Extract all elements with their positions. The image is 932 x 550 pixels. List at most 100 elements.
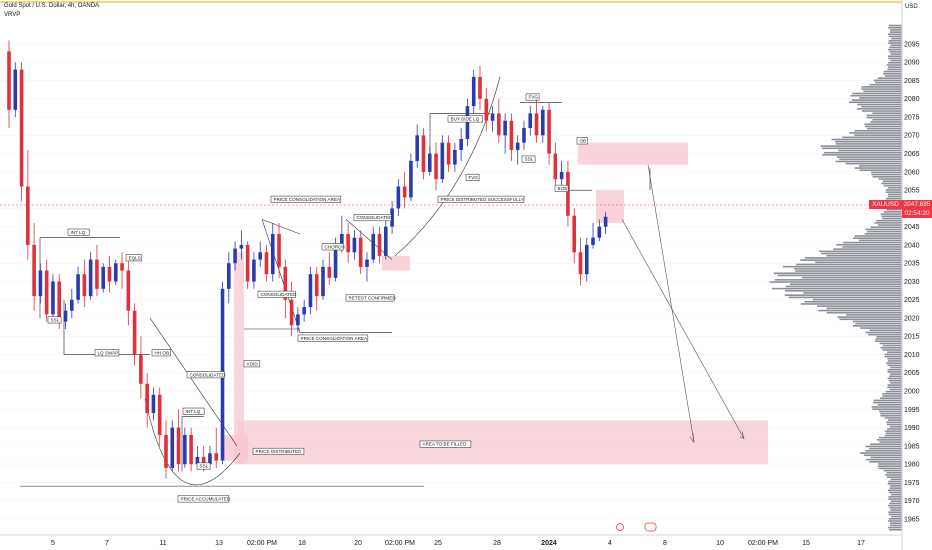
annotation-box [151,349,171,357]
volume-profile-bar [878,463,902,465]
volume-profile-bar [878,467,902,470]
candle-body [195,456,200,465]
candle-body [396,186,401,209]
volume-profile-bar [888,195,902,198]
volume-profile-bar [890,59,902,62]
volume-profile-bar [888,526,902,529]
candle-body [597,226,602,238]
volume-profile-bar [888,498,902,500]
volume-profile-bar [772,287,902,290]
volume-profile-bar [836,243,902,246]
volume-profile-bar [865,228,902,231]
indicator-label[interactable]: VRVP [4,12,21,18]
annotation-box [576,137,588,145]
volume-profile-bar [887,428,902,430]
volume-profile-bar [860,452,902,454]
time-tick-label: 5 [51,540,55,547]
volume-profile-bar [878,436,902,439]
annotation-box [419,440,472,448]
volume-profile-bar [888,520,902,522]
volume-profile-bar [888,66,902,68]
annotations: INT LQ EQLS SSL LQ SWAP HH OB CONSOLIDATED INT… [47,93,588,503]
volume-profile-bar [876,219,902,222]
volume-profile-bar [891,37,902,40]
event-markers[interactable] [616,522,657,532]
volume-profile-bar [800,303,902,305]
volume-profile-bar [868,447,902,450]
annotation-box [243,360,261,368]
earnings-marker-icon[interactable] [644,522,657,532]
volume-profile-bar [857,108,902,110]
volume-profile-bar [888,375,902,378]
price-tick-label: 1980 [904,462,920,469]
price-tick-label: 2010 [904,352,920,359]
candle-body [415,135,419,161]
time-tick-label: 25 [434,540,442,547]
price-tick-label: 2085 [904,78,920,85]
candle-body [584,244,589,275]
candle-body [132,310,137,355]
volume-profile-bar [888,40,902,42]
price-tick-label: 2075 [904,114,920,121]
candle-body [76,274,80,300]
volume-profile-bar [812,298,902,301]
volume-profile-bar [882,395,902,397]
annotation-label: PRICE ACCUMULATED [181,497,231,502]
volume-profile-bar [883,469,902,472]
volume-profile-bar [868,333,902,336]
currency-label[interactable]: USD [905,4,918,10]
time-tick-label: 15 [802,540,810,547]
price-tick-label: 1965 [904,516,920,523]
event-marker-icon[interactable] [616,523,624,531]
annotation-label: HH OB [155,350,170,355]
volume-profile-bar [854,129,902,132]
volume-profile-bar [872,119,902,121]
volume-profile-bar [887,48,902,51]
volume-profile-bar [835,140,902,143]
price-tick-label: 2065 [904,151,920,158]
volume-profile-bar [869,83,902,86]
volume-profile-bar [890,44,902,47]
annotation-label: OB [580,138,587,143]
projection-arrow [621,219,745,439]
volume-profile-bar [785,285,902,288]
volume-profile-bar [889,502,902,505]
volume-profile-bar [887,386,902,389]
volume-profile-bar [800,259,902,261]
time-axis[interactable]: 5 7 11 13 02:00 PM 18 20 02:00 PM 25 28 2024 4 8 10 02… [51,540,865,547]
candle-body [120,263,124,271]
volume-profile-bar [890,500,902,503]
volume-profile-bar [819,250,902,253]
candle-body [459,139,463,150]
volume-profile-bar [886,362,902,364]
volume-profile-bar [889,485,902,487]
volume-profile-bar [817,305,902,307]
price-tick-label: 2060 [904,169,920,176]
annotation-label: AREA TO BE FILLED [423,442,468,447]
candle-body [358,237,363,267]
volume-profile-bar [888,186,902,189]
volume-profile-bar [875,338,902,340]
volume-profile-bar [870,226,902,229]
candle-body [289,299,294,326]
price-axis[interactable]: 1965 1970 1975 1980 1985 1990 1995 2000 2005 2010… [904,41,920,523]
volume-profile-bar [890,53,902,55]
volume-profile-bar [854,235,902,237]
ob-zone [578,142,688,165]
volume-profile-bar [888,42,902,44]
candle-body [371,234,376,260]
volume-profile-bar [876,336,902,338]
annotation-label: PRICE DISTRIBUTED [256,449,303,454]
volume-profile-bar [888,33,902,36]
time-tick-label: 11 [159,540,166,547]
volume-profile-bar [784,294,902,296]
volume-profile-bar [887,377,902,380]
volume-profile-bar [887,489,902,492]
symbol-title[interactable]: Gold Spot / U.S. Dollar, 4h, OANDA [4,3,100,9]
annotation-box [177,495,230,503]
volume-profile [769,24,902,531]
volume-profile-bar [861,110,902,112]
volume-profile-bar [815,261,902,264]
price-tick-label: 2035 [904,261,920,268]
